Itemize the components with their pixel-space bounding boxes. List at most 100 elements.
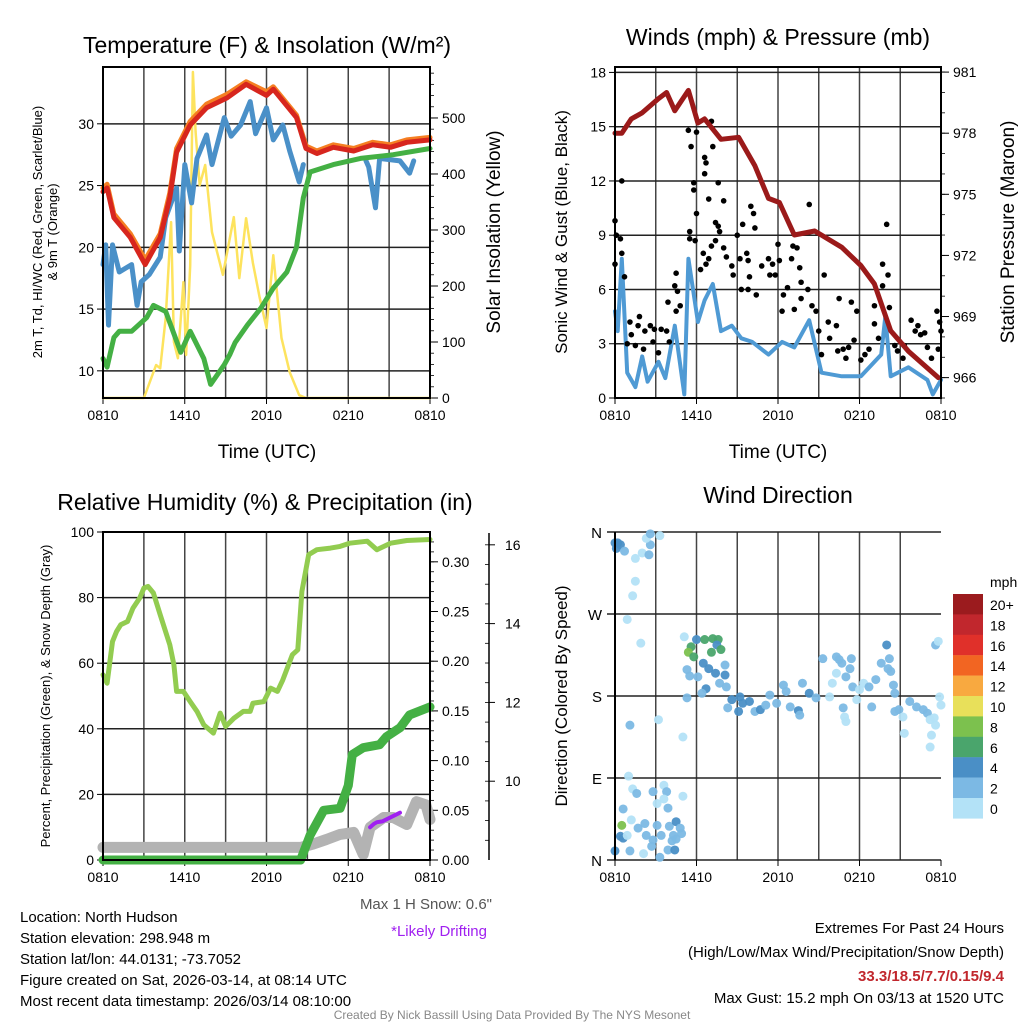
- extremes-subheading: (High/Low/Max Wind/Precipitation/Snow De…: [688, 944, 1004, 961]
- direction-point: [704, 664, 714, 674]
- direction-point: [677, 829, 687, 839]
- legend-swatch: [953, 777, 983, 799]
- gust-point: [673, 270, 679, 276]
- plot-border: [102, 66, 431, 399]
- gust-point: [788, 255, 795, 262]
- legend-label: 0: [990, 801, 998, 817]
- gust-point: [710, 143, 716, 150]
- gust-point: [746, 274, 753, 280]
- direction-point: [781, 686, 791, 696]
- direction-point: [685, 671, 695, 681]
- gust-point: [921, 330, 928, 336]
- gust-point: [805, 286, 811, 293]
- direction-point: [647, 841, 657, 851]
- direction-point: [926, 730, 936, 740]
- temp-xlabel: Time (UTC): [218, 442, 317, 463]
- direction-point: [734, 706, 744, 716]
- y-tick-label: 0: [86, 852, 94, 868]
- legend-swatch: [953, 594, 983, 615]
- gust-point: [894, 348, 901, 354]
- right-tick-label: 969: [953, 309, 977, 325]
- temp-ylabel-line2: & 9m T (Orange): [45, 183, 60, 280]
- legend-swatch: [953, 655, 983, 676]
- direction-point: [692, 635, 701, 645]
- direction-point: [837, 658, 847, 668]
- gust-point: [703, 261, 709, 267]
- direction-point: [894, 705, 904, 715]
- direction-point: [867, 702, 877, 712]
- rh-ylabel: Percent, Precipitation (Green), & Snow D…: [38, 545, 53, 848]
- gust-point: [720, 245, 727, 251]
- direction-point: [652, 799, 662, 809]
- x-tick-label: 0210: [844, 869, 875, 885]
- temp-ylabel-line1: 2m T, Td, HI/WC (Red, Green, Scarlet/Blu…: [30, 106, 45, 358]
- direction-point: [618, 804, 628, 814]
- direction-point: [653, 715, 663, 725]
- gust-point: [693, 129, 700, 135]
- x-tick-label: 0810: [599, 869, 630, 885]
- gust-point: [815, 328, 822, 334]
- direction-point: [738, 698, 748, 708]
- direction-point: [706, 647, 716, 657]
- gust-point: [851, 337, 857, 343]
- y-tick-label: 60: [78, 655, 94, 671]
- y-tick-label: 9: [598, 227, 606, 243]
- gust-point: [912, 328, 918, 334]
- gust-point: [624, 340, 631, 347]
- gust-point: [858, 357, 864, 363]
- y-tick-label: 12: [590, 173, 606, 189]
- gust-point: [836, 295, 842, 302]
- direction-point: [639, 849, 649, 859]
- gust-point: [697, 266, 704, 273]
- wind-ylabel: Sonic Wind & Gust (Blue, Black): [552, 110, 571, 354]
- gust-point: [738, 286, 745, 293]
- x-tick-label: 0810: [925, 407, 956, 423]
- legend-label: 18: [990, 617, 1006, 633]
- gust-point: [833, 322, 840, 329]
- gust-point: [928, 355, 935, 362]
- gust-point: [772, 272, 779, 278]
- gust-point: [715, 223, 722, 229]
- y-tick-label: 20: [78, 786, 94, 802]
- direction-point: [628, 591, 638, 601]
- direction-point: [841, 717, 851, 727]
- direction-point: [622, 614, 632, 624]
- direction-point: [716, 645, 726, 655]
- gust-point: [635, 322, 641, 329]
- x-tick-label: 0810: [414, 869, 445, 885]
- gust-point: [745, 286, 751, 293]
- y-tick-label: 25: [78, 178, 94, 194]
- direction-point: [711, 668, 721, 678]
- gust-point: [809, 302, 815, 309]
- wind-xlabel: Time (UTC): [729, 442, 828, 463]
- gust-point: [924, 344, 931, 351]
- info-latlon: Station lat/lon: 44.0131; -73.7052: [20, 951, 241, 968]
- direction-point: [727, 695, 737, 705]
- gust-point: [671, 283, 678, 289]
- gust-point: [705, 196, 712, 202]
- gust-point: [617, 236, 624, 242]
- gust-point: [796, 264, 803, 271]
- precipitation-line: [98, 702, 435, 865]
- gust-point: [739, 221, 746, 228]
- gust-point: [693, 210, 700, 217]
- x-tick-label: 0210: [844, 407, 875, 423]
- direction-point: [682, 693, 692, 703]
- legend-label: 8: [990, 719, 998, 735]
- gust-point: [692, 237, 698, 244]
- x-tick-label: 0210: [333, 407, 364, 423]
- gust-point: [798, 279, 804, 286]
- direction-point: [761, 700, 771, 710]
- gust-point: [690, 187, 697, 193]
- gust-point: [845, 344, 852, 351]
- legend-swatch: [953, 675, 983, 697]
- direction-tick-label: S: [592, 689, 602, 706]
- gust-point: [655, 349, 662, 356]
- direction-point: [899, 728, 909, 738]
- right-tick-label: 0.20: [442, 653, 469, 669]
- snow-tick-label: 16: [505, 537, 521, 553]
- x-tick-label: 0810: [87, 869, 118, 885]
- direction-point: [671, 817, 681, 827]
- direction-point: [888, 680, 898, 690]
